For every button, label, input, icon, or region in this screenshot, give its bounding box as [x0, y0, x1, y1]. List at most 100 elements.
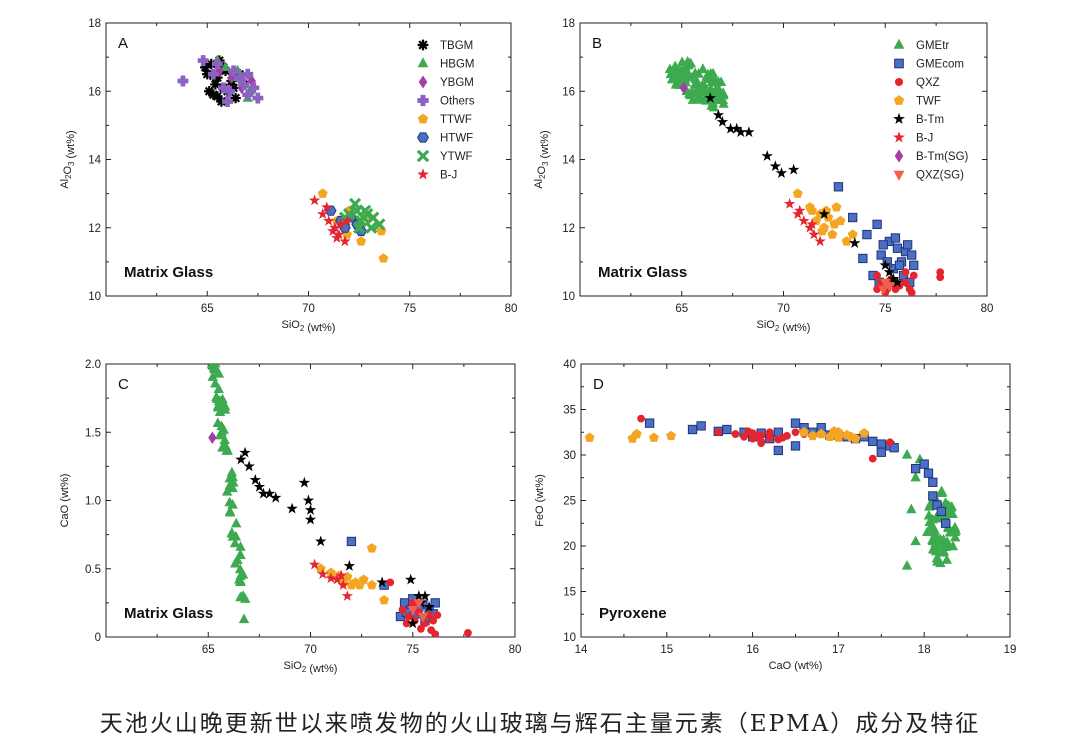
- x-tick-label: 14: [575, 644, 588, 656]
- data-point: [308, 194, 321, 206]
- data-point: [928, 477, 938, 487]
- data-point: [209, 354, 219, 364]
- data-point: [849, 237, 861, 248]
- data-point: [210, 377, 221, 388]
- data-point: [286, 502, 298, 514]
- data-point: [938, 534, 949, 544]
- data-point: [329, 221, 341, 233]
- legend-label: QXZ(SG): [916, 170, 964, 182]
- legend-label: HBGM: [440, 59, 475, 71]
- data-point: [431, 630, 440, 637]
- data-point: [398, 605, 407, 614]
- data-point: [210, 336, 220, 346]
- series-twf: [584, 426, 870, 443]
- legend-label: QXZ: [916, 77, 940, 89]
- legend-label: Others: [440, 96, 475, 108]
- data-point: [707, 67, 719, 78]
- legend-label: B-J: [916, 133, 933, 145]
- data-point: [923, 468, 934, 478]
- data-point: [841, 236, 852, 246]
- data-point: [709, 76, 721, 86]
- data-point: [690, 67, 701, 78]
- data-point: [325, 572, 337, 584]
- data-point: [417, 612, 429, 623]
- data-point: [927, 534, 938, 544]
- data-point: [234, 549, 246, 559]
- legend-label: GMEcom: [916, 59, 964, 71]
- data-point: [718, 98, 729, 108]
- panel-label: C: [118, 376, 129, 393]
- data-point: [919, 459, 929, 469]
- x-tick-label: 15: [660, 644, 673, 656]
- data-point: [664, 63, 676, 74]
- data-point: [690, 78, 702, 89]
- data-point: [224, 85, 235, 97]
- data-point: [859, 427, 870, 438]
- y-tick-label: 15: [563, 587, 576, 599]
- data-point: [921, 526, 933, 537]
- legend-marker: [894, 77, 904, 87]
- data-point: [790, 441, 801, 451]
- data-point: [906, 503, 917, 514]
- data-point: [692, 92, 704, 103]
- legend-marker: [417, 94, 429, 107]
- data-point: [228, 65, 240, 77]
- data-point: [331, 573, 343, 585]
- legend-marker: [417, 168, 429, 180]
- data-point: [740, 432, 748, 441]
- x-tick-label: 70: [302, 303, 315, 315]
- data-point: [316, 208, 329, 219]
- series-b-tm: [704, 92, 904, 288]
- x-tick-label: 75: [879, 303, 892, 315]
- data-point: [257, 487, 270, 499]
- data-point: [242, 68, 254, 80]
- data-point: [901, 560, 913, 570]
- data-point: [892, 243, 903, 253]
- data-point: [417, 624, 425, 633]
- data-point: [337, 579, 349, 590]
- data-point: [405, 573, 417, 585]
- data-point: [419, 590, 431, 601]
- data-point: [885, 438, 894, 447]
- data-point: [769, 160, 782, 172]
- data-point: [341, 590, 353, 601]
- legend-marker: [417, 113, 429, 124]
- data-point: [209, 327, 219, 337]
- data-point: [799, 427, 810, 437]
- data-point: [891, 276, 904, 288]
- legend-label: GMEtr: [916, 40, 949, 52]
- legend-marker: [894, 149, 904, 163]
- data-point: [672, 69, 683, 79]
- y-tick-label: 0.5: [85, 564, 101, 576]
- data-point: [217, 393, 228, 404]
- data-point: [203, 326, 213, 336]
- data-point: [386, 578, 395, 587]
- data-point: [346, 536, 357, 547]
- data-point: [339, 235, 351, 247]
- series-b-tm-sg-: [679, 81, 688, 95]
- data-point: [910, 535, 921, 546]
- y-tick-label: 16: [88, 86, 101, 98]
- data-point: [317, 188, 328, 198]
- legend-label: B-Tm(SG): [916, 151, 969, 163]
- data-point: [207, 68, 219, 80]
- legend-marker: [893, 95, 905, 105]
- legend-label: TBGM: [440, 40, 473, 52]
- series-b-tm-sg-: [208, 431, 217, 444]
- data-point: [831, 202, 842, 212]
- data-point: [787, 163, 800, 175]
- legend-marker: [417, 39, 429, 51]
- data-point: [936, 273, 945, 282]
- data-point: [873, 271, 882, 280]
- series-b-j: [308, 558, 353, 601]
- x-axis-title: CaO (wt%): [769, 660, 823, 672]
- data-point: [894, 260, 905, 270]
- data-point: [827, 229, 838, 239]
- data-point: [341, 214, 353, 226]
- data-point: [879, 259, 891, 271]
- y-tick-label: 0: [95, 632, 101, 644]
- data-point: [901, 278, 910, 287]
- y-tick-label: 10: [563, 632, 576, 644]
- data-point: [315, 535, 327, 547]
